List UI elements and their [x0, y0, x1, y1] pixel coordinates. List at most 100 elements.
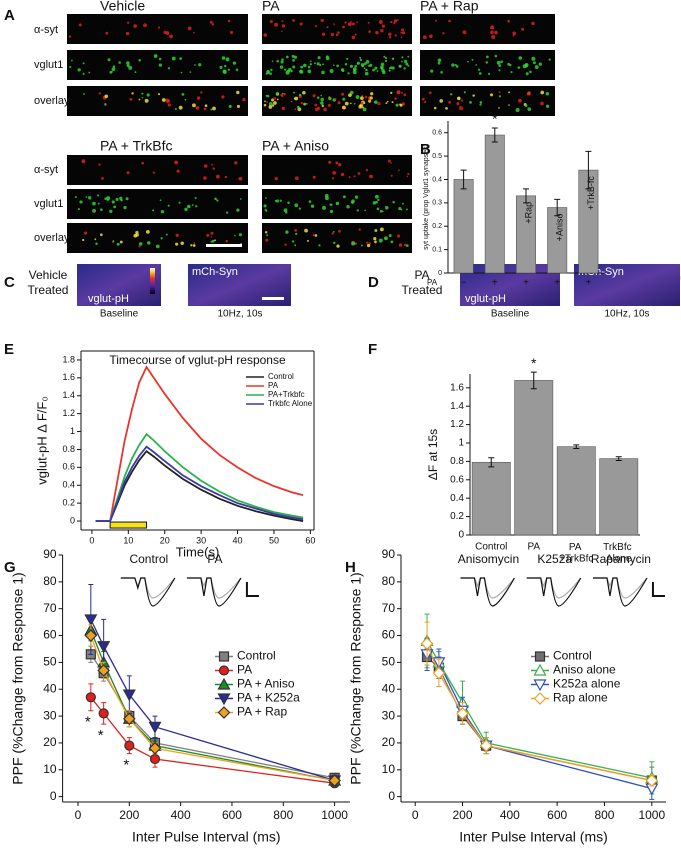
punctum	[178, 105, 183, 110]
punctum	[342, 97, 346, 101]
punctum	[364, 95, 368, 99]
punctum	[364, 62, 367, 65]
channel-label: vglut-pH	[88, 293, 129, 305]
punctum	[138, 242, 143, 246]
punctum	[141, 161, 145, 165]
y-axis-label: syt uptake (prop Vglut1 synapses)	[423, 144, 430, 250]
punctum	[355, 95, 360, 99]
punctum	[203, 164, 208, 168]
legend-label: PA	[268, 381, 279, 390]
punctum	[105, 31, 109, 35]
timepoint-label: Baseline	[100, 309, 139, 320]
punctum	[401, 56, 404, 59]
y-tick-label: 30	[382, 708, 396, 722]
punctum	[364, 71, 369, 76]
punctum	[285, 70, 290, 75]
punctum	[365, 169, 369, 172]
punctum	[400, 36, 403, 39]
punctum	[379, 209, 383, 213]
punctum	[85, 196, 88, 198]
punctum	[215, 174, 220, 179]
error-bar	[523, 188, 529, 204]
punctum	[228, 104, 232, 108]
punctum	[424, 100, 427, 104]
row-label: vglut1	[34, 59, 63, 71]
timepoint-label: 10Hz, 10s	[604, 309, 649, 320]
punctum	[360, 101, 364, 105]
punctum	[119, 196, 123, 201]
channel-label: vglut-pH	[465, 293, 506, 305]
punctum	[369, 174, 373, 179]
punctum	[264, 231, 268, 234]
punctum	[531, 56, 536, 61]
punctum	[489, 93, 494, 97]
x-tick-label: 400	[171, 808, 191, 822]
stimulus-bar	[109, 521, 148, 529]
channel-label: mCh-Syn	[192, 266, 238, 278]
punctum	[101, 177, 104, 180]
punctum	[196, 96, 201, 100]
punctum	[221, 95, 225, 99]
punctum	[239, 198, 242, 200]
punctum	[123, 205, 127, 210]
x-tick-label: 0	[412, 808, 419, 822]
panel-label: C	[4, 274, 15, 291]
punctum	[281, 20, 284, 23]
punctum	[310, 204, 315, 208]
punctum	[234, 161, 238, 165]
legend-label: PA + K252a	[237, 691, 300, 705]
row-label: α-syt	[34, 24, 58, 36]
punctum	[353, 67, 356, 70]
treatment-label: Treated	[402, 283, 443, 297]
punctum	[200, 91, 203, 94]
punctum	[385, 102, 388, 105]
trace	[120, 577, 176, 607]
punctum	[365, 60, 370, 64]
punctum	[507, 19, 511, 23]
punctum	[351, 201, 354, 204]
legend-label: Control	[237, 649, 276, 663]
punctum	[110, 70, 113, 73]
punctum	[374, 229, 377, 232]
punctum	[141, 92, 144, 95]
trace	[460, 577, 515, 607]
punctum	[463, 91, 466, 94]
punctum	[344, 21, 347, 24]
punctum	[211, 23, 215, 26]
punctum	[336, 244, 340, 248]
punctum	[437, 61, 441, 65]
punctum	[364, 209, 367, 212]
punctum	[363, 67, 366, 70]
punctum	[336, 64, 339, 68]
punctum	[335, 161, 339, 165]
x-tick-label: 600	[547, 808, 567, 822]
micrograph	[262, 155, 412, 185]
legend-label: PA+Trkbfc	[268, 390, 305, 399]
micrograph	[420, 50, 555, 80]
punctum	[209, 20, 213, 24]
punctum	[387, 159, 391, 163]
punctum	[347, 22, 352, 27]
punctum	[509, 63, 512, 67]
punctum	[459, 106, 463, 111]
punctum	[405, 208, 408, 211]
y-tick-label: 90	[43, 547, 57, 561]
punctum	[380, 66, 384, 70]
punctum	[524, 104, 528, 108]
punctum	[307, 69, 312, 74]
punctum	[490, 27, 492, 30]
punctum	[153, 54, 158, 58]
punctum	[529, 70, 532, 74]
marker	[85, 692, 96, 703]
punctum	[398, 64, 402, 68]
punctum	[184, 98, 187, 101]
punctum	[396, 19, 399, 21]
punctum	[210, 108, 213, 111]
punctum	[439, 99, 444, 103]
micrographs	[67, 14, 681, 293]
y-tick-label: 1.4	[450, 401, 464, 412]
marker	[122, 712, 136, 726]
punctum	[270, 68, 273, 72]
punctum	[273, 101, 277, 105]
bar-label: +TrkB-fc	[586, 176, 596, 210]
